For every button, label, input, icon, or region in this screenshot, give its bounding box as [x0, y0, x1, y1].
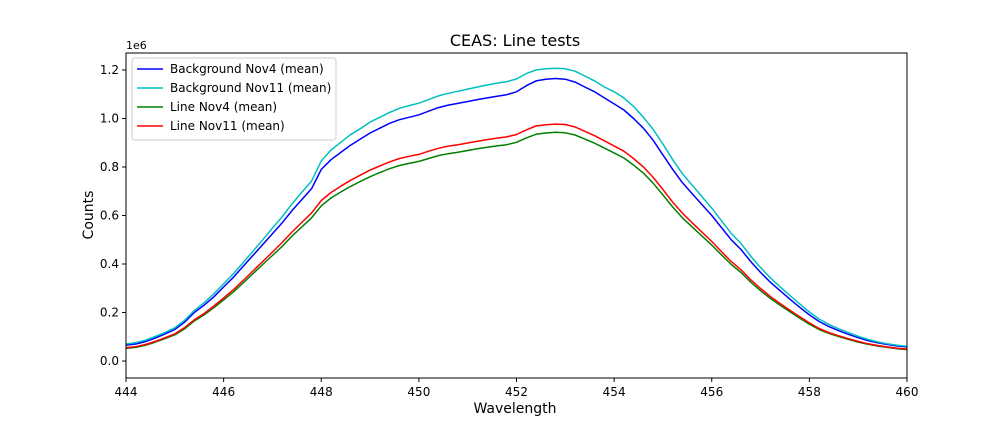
- y-tick-label: 0.4: [100, 257, 119, 271]
- series-layer: [125, 67, 908, 351]
- x-tick-label: 454: [603, 385, 626, 399]
- legend-box: [131, 57, 337, 141]
- x-tick-label: 460: [896, 385, 919, 399]
- y-offset-label: 1e6: [126, 39, 147, 52]
- legend-entry-label: Background Nov4 (mean): [170, 62, 324, 76]
- axes-layer: 444 446 448 450 452 454 456 458 460 0.0 0.2 0.4 0.6 0…: [100, 52, 919, 399]
- legend-entry-label: Background Nov11 (mean): [170, 81, 331, 95]
- y-axis-label: Counts: [81, 191, 97, 240]
- y-tick-label: 1.0: [100, 111, 119, 125]
- series-line-2: [125, 67, 908, 347]
- x-tick-label: 450: [407, 385, 430, 399]
- series-line-3: [125, 131, 908, 351]
- series-line-1: [125, 77, 908, 348]
- legend: Background Nov4 (mean) Background Nov11 (…: [131, 57, 337, 141]
- legend-entry-label: Line Nov11 (mean): [170, 119, 285, 133]
- y-tick-label: 0.8: [100, 160, 119, 174]
- y-tick-label: 0.2: [100, 306, 119, 320]
- x-tick-label: 458: [798, 385, 821, 399]
- y-tick-label: 0.0: [100, 354, 119, 368]
- legend-entry-label: Line Nov4 (mean): [170, 100, 277, 114]
- y-tick-label: 0.6: [100, 209, 119, 223]
- x-axis-label: Wavelength: [473, 401, 556, 417]
- x-tick-label: 448: [310, 385, 333, 399]
- x-tick-label: 444: [115, 385, 138, 399]
- chart-title: CEAS: Line tests: [450, 31, 580, 50]
- series-line-4: [125, 123, 908, 350]
- y-tick-label: 1.2: [100, 63, 119, 77]
- x-tick-label: 456: [700, 385, 723, 399]
- x-tick-label: 446: [212, 385, 235, 399]
- x-tick-label: 452: [505, 385, 528, 399]
